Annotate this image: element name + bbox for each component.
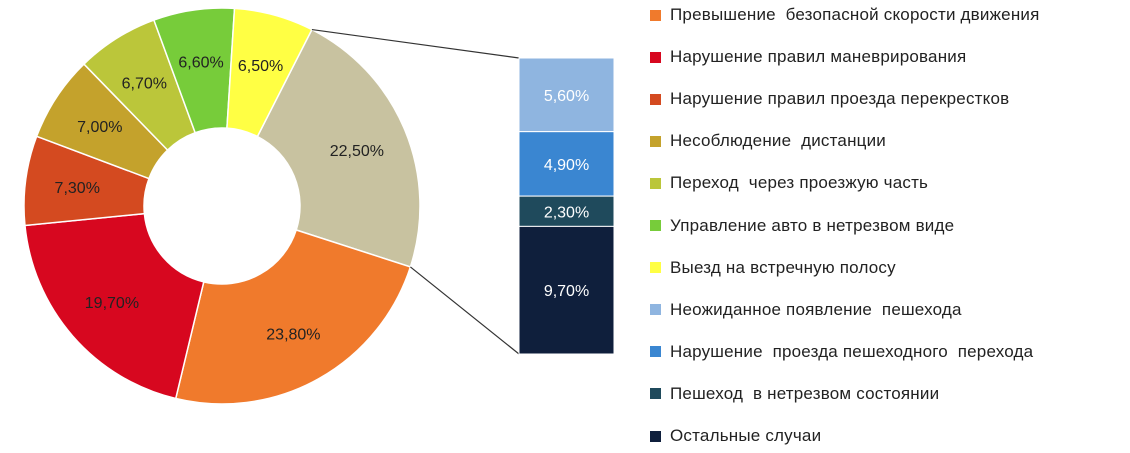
legend-swatch (650, 220, 661, 231)
legend-swatch (650, 9, 661, 21)
legend-swatch (650, 93, 661, 105)
breakdown-segment-0 (518, 57, 615, 133)
slice-label-6: 6,50% (238, 58, 283, 75)
legend-swatch (650, 388, 661, 400)
pie-slice-6 (226, 7, 313, 138)
legend-item: Пешеход в нетрезвом состоянии (650, 382, 939, 406)
legend-swatch (650, 430, 661, 442)
legend-item: Превышение безопасной скорости движения (650, 3, 1040, 27)
legend-item: Нарушение правил маневрирования (650, 45, 966, 69)
slice-label-7: 22,50% (330, 143, 384, 160)
breakdown-label-1: 4,90% (544, 157, 589, 174)
legend-label: Нарушение проезда пешеходного перехода (670, 341, 1034, 361)
pie-slice-7 (256, 28, 421, 268)
legend-item: Переход через проезжую часть (650, 171, 928, 195)
slice-label-2: 7,30% (55, 180, 100, 197)
legend-item: Несоблюдение дистанции (650, 129, 886, 153)
legend-item: Остальные случаи (650, 424, 821, 448)
legend-label: Нарушение правил маневрирования (670, 47, 967, 67)
doughnut-slices (23, 7, 421, 405)
connector-top (311, 28, 520, 59)
legend-label: Выезд на встречную полосу (670, 257, 896, 277)
legend-swatch (650, 304, 661, 316)
legend-swatch (650, 346, 661, 358)
breakdown-segment-3 (518, 225, 615, 355)
legend-swatch (650, 177, 661, 189)
slice-label-5: 6,60% (178, 55, 223, 72)
data-labels: 22,50% 23,80% 19,70% 7,30% 7,00% 6,70% 6,60% 6,… (55, 55, 590, 344)
slice-label-4: 6,70% (122, 75, 167, 92)
legend-label: Управление авто в нетрезвом виде (670, 215, 955, 235)
legend-item: Выезд на встречную полосу (650, 256, 896, 280)
legend-label: Превышение безопасной скорости движения (670, 5, 1040, 24)
slice-label-3: 7,00% (77, 119, 122, 136)
legend-item: Неожиданное появление пешехода (650, 298, 962, 322)
slice-label-0: 23,80% (266, 326, 320, 343)
legend-label: Нарушение правил проезда перекрестков (670, 89, 1010, 109)
breakdown-label-2: 2,30% (544, 204, 589, 221)
legend-swatch (650, 135, 661, 147)
breakdown-label-3: 9,70% (544, 283, 589, 300)
breakdown-bar (518, 57, 615, 355)
legend-label: Остальные случаи (670, 426, 822, 445)
legend-label: Несоблюдение дистанции (670, 131, 886, 151)
legend-label: Пешеход в нетрезвом состоянии (670, 383, 940, 403)
pie-slice-0 (174, 229, 412, 405)
connector-bottom (410, 266, 520, 355)
pie-slice-1 (24, 212, 205, 400)
legend-item: Нарушение правил проезда перекрестков (650, 87, 1009, 111)
legend-label: Переход через проезжую часть (670, 173, 929, 193)
legend-swatch (650, 51, 661, 63)
breakdown-segment-2 (518, 195, 615, 227)
breakdown-label-0: 5,60% (544, 88, 589, 105)
breakdown-segment-1 (518, 131, 615, 197)
slice-label-1: 19,70% (85, 295, 139, 312)
legend-swatch (650, 262, 661, 274)
legend-item: Нарушение проезда пешеходного перехода (650, 340, 1033, 364)
legend-label: Неожиданное появление пешехода (670, 299, 962, 319)
legend-item: Управление авто в нетрезвом виде (650, 214, 954, 238)
breakdown-connectors (311, 28, 520, 355)
